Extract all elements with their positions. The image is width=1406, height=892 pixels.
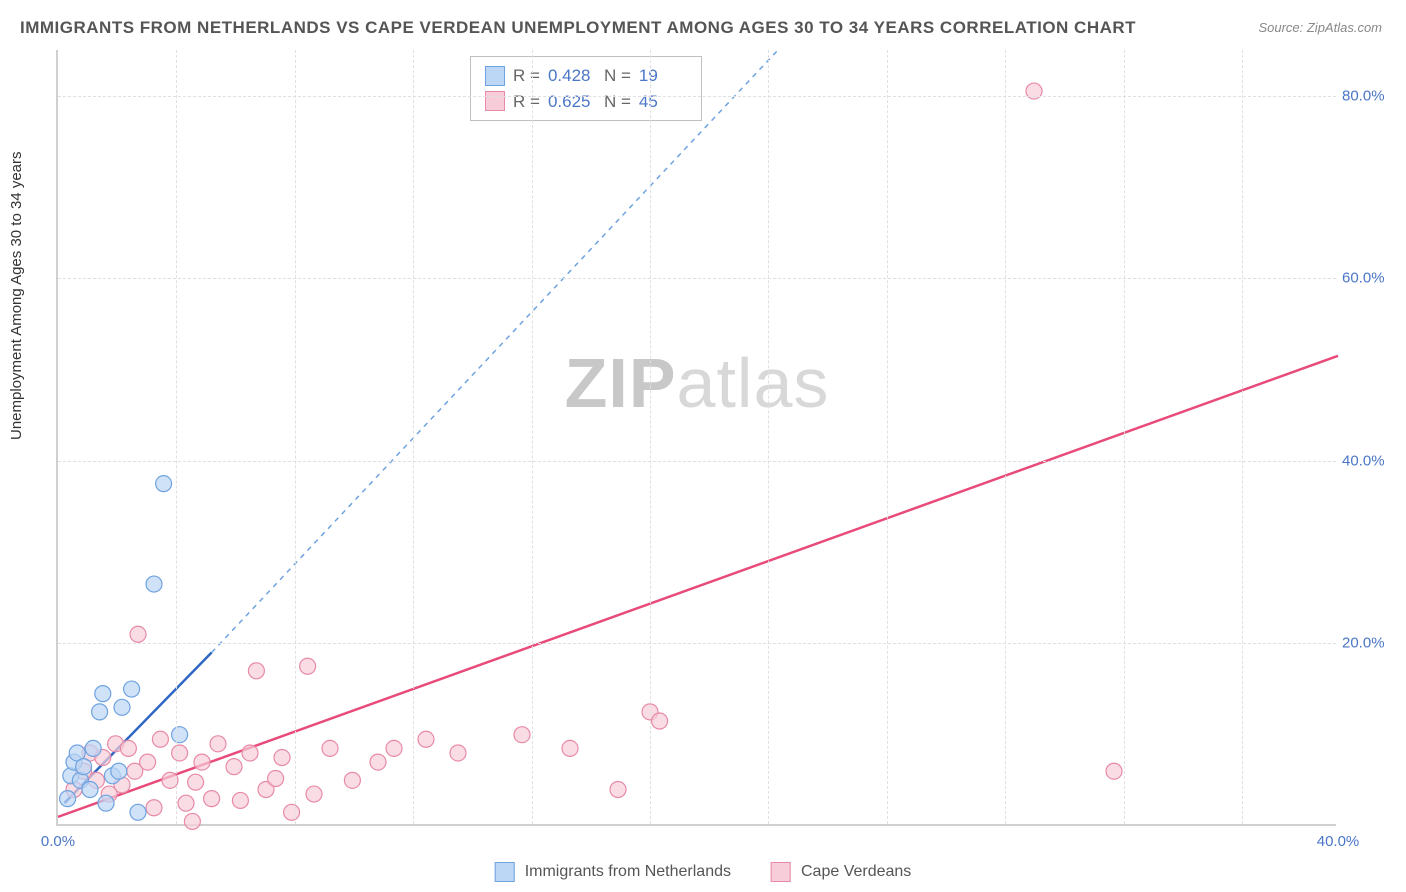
point-netherlands: [85, 740, 101, 756]
point-netherlands: [95, 686, 111, 702]
point-netherlands: [156, 476, 172, 492]
grid-line-h: [58, 278, 1336, 279]
point-capeverdeans: [562, 740, 578, 756]
point-netherlands: [146, 576, 162, 592]
point-capeverdeans: [146, 800, 162, 816]
trend-line-netherlands-dashed: [212, 50, 778, 653]
grid-line-v: [1124, 50, 1125, 824]
point-capeverdeans: [450, 745, 466, 761]
grid-line-v: [1005, 50, 1006, 824]
point-capeverdeans: [610, 781, 626, 797]
point-capeverdeans: [344, 772, 360, 788]
y-axis-label: Unemployment Among Ages 30 to 34 years: [8, 151, 25, 440]
x-tick-label: 0.0%: [41, 833, 75, 850]
legend-swatch-netherlands: [495, 862, 515, 882]
point-capeverdeans: [652, 713, 668, 729]
x-tick-label: 40.0%: [1317, 833, 1360, 850]
point-netherlands: [92, 704, 108, 720]
y-tick-label: 60.0%: [1342, 270, 1398, 287]
legend-label-capeverdeans: Cape Verdeans: [801, 863, 911, 881]
grid-line-v: [413, 50, 414, 824]
point-netherlands: [60, 791, 76, 807]
y-tick-label: 40.0%: [1342, 452, 1398, 469]
point-capeverdeans: [210, 736, 226, 752]
scatter-svg: [58, 50, 1336, 824]
grid-line-h: [58, 643, 1336, 644]
y-tick-label: 80.0%: [1342, 87, 1398, 104]
y-tick-label: 20.0%: [1342, 635, 1398, 652]
grid-line-v: [650, 50, 651, 824]
legend-item-capeverdeans: Cape Verdeans: [771, 862, 911, 882]
point-capeverdeans: [322, 740, 338, 756]
point-capeverdeans: [120, 740, 136, 756]
plot-area: ZIPatlas R = 0.428 N = 19 R = 0.625 N = …: [56, 50, 1336, 826]
point-capeverdeans: [1106, 763, 1122, 779]
point-capeverdeans: [418, 731, 434, 747]
grid-line-v: [176, 50, 177, 824]
point-netherlands: [82, 781, 98, 797]
grid-line-v: [295, 50, 296, 824]
point-capeverdeans: [178, 795, 194, 811]
point-capeverdeans: [152, 731, 168, 747]
point-capeverdeans: [284, 804, 300, 820]
grid-line-h: [58, 96, 1336, 97]
point-capeverdeans: [514, 727, 530, 743]
point-capeverdeans: [274, 750, 290, 766]
point-netherlands: [172, 727, 188, 743]
point-capeverdeans: [140, 754, 156, 770]
point-capeverdeans: [306, 786, 322, 802]
grid-line-v: [887, 50, 888, 824]
point-netherlands: [98, 795, 114, 811]
chart-title: IMMIGRANTS FROM NETHERLANDS VS CAPE VERD…: [20, 18, 1136, 38]
point-capeverdeans: [300, 658, 316, 674]
point-netherlands: [114, 699, 130, 715]
point-capeverdeans: [370, 754, 386, 770]
source-attribution: Source: ZipAtlas.com: [1258, 20, 1382, 35]
point-capeverdeans: [184, 813, 200, 829]
point-capeverdeans: [242, 745, 258, 761]
point-netherlands: [124, 681, 140, 697]
point-capeverdeans: [386, 740, 402, 756]
grid-line-v: [768, 50, 769, 824]
point-capeverdeans: [268, 771, 284, 787]
grid-line-v: [532, 50, 533, 824]
point-capeverdeans: [194, 754, 210, 770]
legend-swatch-capeverdeans: [771, 862, 791, 882]
point-capeverdeans: [248, 663, 264, 679]
point-capeverdeans: [172, 745, 188, 761]
point-capeverdeans: [204, 791, 220, 807]
point-capeverdeans: [226, 759, 242, 775]
point-netherlands: [76, 759, 92, 775]
point-capeverdeans: [1026, 83, 1042, 99]
grid-line-v: [1242, 50, 1243, 824]
legend-label-netherlands: Immigrants from Netherlands: [525, 863, 731, 881]
point-capeverdeans: [232, 792, 248, 808]
point-netherlands: [130, 804, 146, 820]
legend-item-netherlands: Immigrants from Netherlands: [495, 862, 731, 882]
grid-line-h: [58, 461, 1336, 462]
bottom-legend: Immigrants from Netherlands Cape Verdean…: [495, 862, 912, 882]
point-netherlands: [111, 763, 127, 779]
point-capeverdeans: [188, 774, 204, 790]
point-capeverdeans: [130, 626, 146, 642]
